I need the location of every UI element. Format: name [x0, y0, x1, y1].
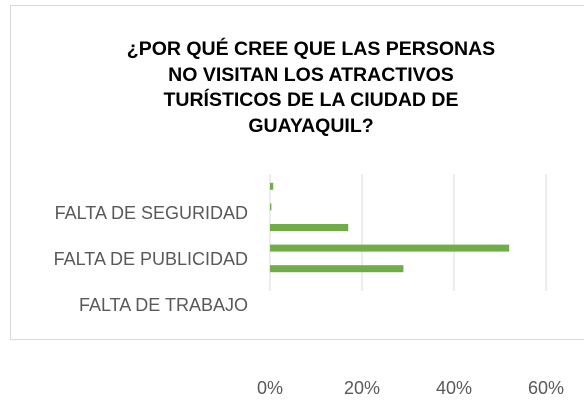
x-tick-label: 20%	[344, 378, 380, 398]
category-labels: FALTA DE SEGURIDAD FALTA DE PUBLICIDAD F…	[30, 190, 248, 328]
chart-area	[10, 5, 584, 340]
chart-title: ¿POR QUÉ CREE QUE LAS PERSONAS NO VISITA…	[126, 38, 496, 137]
category-label: FALTA DE PUBLICIDAD	[53, 249, 248, 269]
category-label: FALTA DE TRABAJO	[78, 295, 248, 315]
x-tick-label: 0%	[257, 378, 283, 398]
bar	[270, 265, 404, 273]
x-tick-label: 40%	[436, 378, 472, 398]
x-tick-label: 60%	[528, 378, 564, 398]
category-label: FALTA DE SEGURIDAD	[54, 203, 248, 223]
bar	[270, 224, 349, 231]
bar	[270, 182, 274, 190]
bar	[270, 244, 510, 252]
bar	[270, 203, 272, 211]
